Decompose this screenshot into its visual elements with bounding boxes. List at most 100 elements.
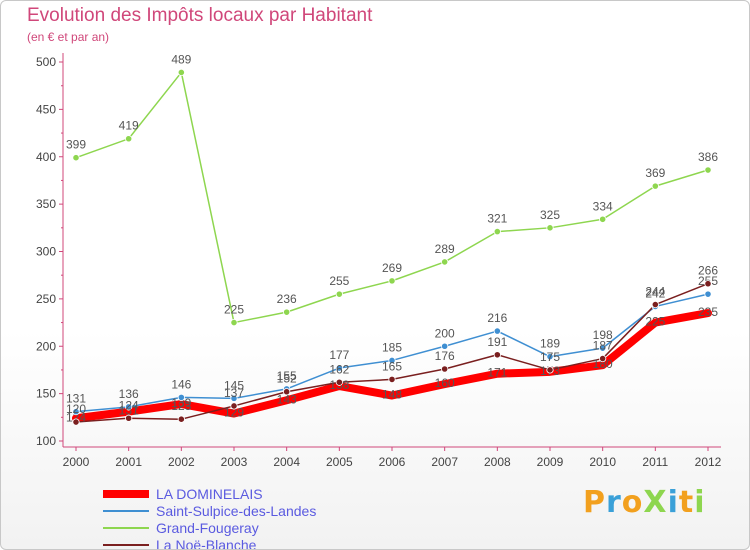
data-label: 123 xyxy=(171,399,191,413)
y-tick-label: 500 xyxy=(36,55,56,69)
logo-letter: i xyxy=(667,485,679,520)
data-point xyxy=(177,393,185,402)
data-point xyxy=(72,418,80,426)
x-tick-label: 2000 xyxy=(63,455,90,469)
proxiti-logo: ProXiti xyxy=(583,485,706,520)
data-label: 242 xyxy=(645,286,665,300)
data-label: 176 xyxy=(435,349,455,363)
data-label: 162 xyxy=(329,362,349,376)
legend-item: Grand-Fougeray xyxy=(103,519,316,536)
data-label: 334 xyxy=(593,199,613,213)
data-label: 236 xyxy=(277,292,297,306)
data-point xyxy=(546,353,554,361)
data-label: 152 xyxy=(277,372,297,386)
data-point xyxy=(125,414,133,422)
legend-swatch xyxy=(103,526,149,529)
logo-letter: P xyxy=(583,485,606,520)
data-label: 399 xyxy=(66,138,86,152)
data-point xyxy=(283,388,291,396)
data-label: 124 xyxy=(66,410,86,424)
data-label: 143 xyxy=(277,392,297,406)
data-point xyxy=(177,415,185,423)
data-point xyxy=(651,182,659,190)
data-label: 131 xyxy=(119,404,139,418)
legend-item: LA DOMINELAIS xyxy=(103,485,316,502)
data-point xyxy=(230,394,238,402)
data-label: 137 xyxy=(224,386,244,400)
data-point xyxy=(493,228,501,236)
data-point xyxy=(651,300,659,309)
data-point xyxy=(599,344,607,352)
data-point xyxy=(441,342,449,350)
data-label: 185 xyxy=(382,340,402,354)
logo-letter: r xyxy=(606,485,622,520)
data-label: 187 xyxy=(593,339,613,353)
data-label: 120 xyxy=(66,402,86,416)
data-label: 175 xyxy=(540,350,560,364)
data-label: 266 xyxy=(698,264,718,278)
logo-letter: t xyxy=(678,485,695,520)
data-label: 139 xyxy=(171,396,191,410)
legend-swatch xyxy=(103,509,149,512)
legend-item: Saint-Sulpice-des-Landes xyxy=(103,502,316,519)
legend-label: Saint-Sulpice-des-Landes xyxy=(156,502,317,519)
data-label: 146 xyxy=(171,377,191,391)
data-label: 124 xyxy=(119,398,139,412)
data-label: 189 xyxy=(540,337,560,351)
x-tick-label: 2011 xyxy=(642,455,668,469)
data-point xyxy=(599,354,607,363)
data-label: 155 xyxy=(277,369,297,383)
data-point xyxy=(388,356,396,365)
legend-swatch xyxy=(103,543,149,546)
data-point xyxy=(546,366,554,374)
chart-legend: LA DOMINELAIS Saint-Sulpice-des-Landes Gra… xyxy=(103,485,316,549)
data-point xyxy=(335,364,343,372)
data-label: 244 xyxy=(645,285,665,299)
data-point xyxy=(388,277,396,285)
data-point xyxy=(72,408,80,416)
data-point xyxy=(230,402,238,410)
legend-label: LA DOMINELAIS xyxy=(156,485,263,502)
x-tick-label: 2002 xyxy=(168,455,195,469)
series-line xyxy=(75,71,709,324)
data-label: 191 xyxy=(487,335,507,349)
y-tick-label: 300 xyxy=(36,245,56,259)
x-tick-label: 2009 xyxy=(537,455,564,469)
x-tick-label: 2012 xyxy=(695,455,722,469)
data-label: 165 xyxy=(382,359,402,373)
logo-letter: X xyxy=(643,485,668,520)
data-point xyxy=(335,378,343,386)
data-label: 171 xyxy=(487,366,507,380)
data-label: 489 xyxy=(171,52,191,66)
data-point xyxy=(230,318,238,327)
data-point xyxy=(125,403,133,411)
data-label: 235 xyxy=(698,305,718,319)
data-label: 216 xyxy=(487,311,507,325)
data-point xyxy=(72,154,80,162)
logo-letter: i xyxy=(694,485,706,520)
data-point xyxy=(388,375,396,384)
data-point xyxy=(599,215,607,223)
data-label: 177 xyxy=(329,348,349,362)
data-label: 136 xyxy=(119,387,139,401)
x-tick-label: 2003 xyxy=(221,455,248,469)
data-label: 131 xyxy=(66,392,86,406)
data-point xyxy=(283,308,291,316)
data-label: 180 xyxy=(593,357,613,371)
chart-title: Evolution des Impôts locaux par Habitant xyxy=(27,5,373,26)
y-tick-label: 350 xyxy=(36,197,56,211)
x-tick-label: 2010 xyxy=(589,455,616,469)
data-label: 255 xyxy=(329,274,349,288)
chart-subtitle: (en € et par an) xyxy=(27,30,110,44)
x-tick-label: 2008 xyxy=(484,455,511,469)
data-point xyxy=(441,258,449,266)
data-label: 129 xyxy=(224,406,244,420)
data-label: 145 xyxy=(224,378,244,392)
data-label: 148 xyxy=(382,388,402,402)
x-tick-label: 2006 xyxy=(379,455,406,469)
data-point xyxy=(546,224,554,232)
legend-label: Grand-Fougeray xyxy=(156,519,259,536)
x-tick-label: 2007 xyxy=(431,455,458,469)
